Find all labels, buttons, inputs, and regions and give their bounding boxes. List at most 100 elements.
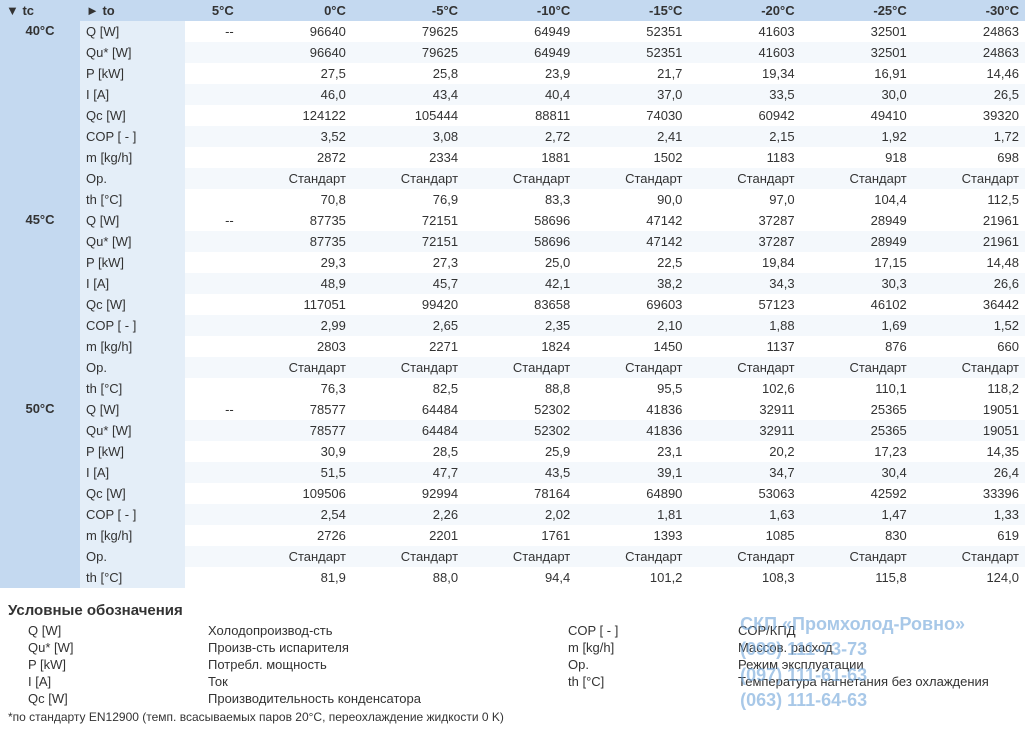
value-cell: 1761 <box>464 525 576 546</box>
table-row: 40°CQ [W]--96640796256494952351416033250… <box>0 21 1025 42</box>
value-cell: 102,6 <box>688 378 800 399</box>
table-row: P [kW]30,928,525,923,120,217,2314,35 <box>0 441 1025 462</box>
value-cell: 46102 <box>801 294 913 315</box>
value-cell: 76,9 <box>352 189 464 210</box>
table-row: I [A]46,043,440,437,033,530,026,5 <box>0 84 1025 105</box>
value-cell: 1,81 <box>576 504 688 525</box>
value-cell: 58696 <box>464 210 576 231</box>
legend-cell: Потребл. мощность <box>208 657 568 672</box>
value-cell: 17,23 <box>801 441 913 462</box>
value-cell: 94,4 <box>464 567 576 588</box>
value-cell: 26,4 <box>913 462 1025 483</box>
value-cell: 78577 <box>240 399 352 420</box>
legend-cell: Холодопроизвод-сть <box>208 623 568 638</box>
value-cell: 1,52 <box>913 315 1025 336</box>
tc-label: 50°C <box>0 399 80 588</box>
param-label: m [kg/h] <box>80 147 185 168</box>
table-row: Qu* [W]785776448452302418363291125365190… <box>0 420 1025 441</box>
table-row: Qc [W]1095069299478164648905306342592333… <box>0 483 1025 504</box>
legend-cell: Q [W] <box>28 623 208 638</box>
value-cell: 2334 <box>352 147 464 168</box>
value-cell: 110,1 <box>801 378 913 399</box>
value-cell: 41836 <box>576 399 688 420</box>
value-cell: 109506 <box>240 483 352 504</box>
value-cell: 23,9 <box>464 63 576 84</box>
value-cell: 43,5 <box>464 462 576 483</box>
value-cell: 45,7 <box>352 273 464 294</box>
header-col: -20°C <box>688 0 800 21</box>
value-cell: 19051 <box>913 420 1025 441</box>
value-cell: 26,5 <box>913 84 1025 105</box>
value-cell: Стандарт <box>464 168 576 189</box>
value-cell: 69603 <box>576 294 688 315</box>
value-cell: 1,88 <box>688 315 800 336</box>
value-cell: Стандарт <box>352 546 464 567</box>
value-cell: 97,0 <box>688 189 800 210</box>
value-cell: 43,4 <box>352 84 464 105</box>
header-col: -15°C <box>576 0 688 21</box>
value-cell <box>185 357 240 378</box>
value-cell: 1085 <box>688 525 800 546</box>
value-cell: 1183 <box>688 147 800 168</box>
value-cell: 1,92 <box>801 126 913 147</box>
value-cell: 28,5 <box>352 441 464 462</box>
value-cell: Стандарт <box>913 546 1025 567</box>
value-cell: 38,2 <box>576 273 688 294</box>
header-col: -25°C <box>801 0 913 21</box>
table-row: P [kW]29,327,325,022,519,8417,1514,48 <box>0 252 1025 273</box>
legend-cell: Режим эксплуатации <box>738 657 1025 672</box>
param-label: Qc [W] <box>80 105 185 126</box>
value-cell: 74030 <box>576 105 688 126</box>
value-cell: 2,10 <box>576 315 688 336</box>
value-cell: 52302 <box>464 399 576 420</box>
value-cell: 57123 <box>688 294 800 315</box>
value-cell: 2,65 <box>352 315 464 336</box>
value-cell: 1,72 <box>913 126 1025 147</box>
value-cell: Стандарт <box>913 357 1025 378</box>
header-col: 5°C <box>185 0 240 21</box>
value-cell: Стандарт <box>913 168 1025 189</box>
legend-cell: Qu* [W] <box>28 640 208 655</box>
table-row: Qc [W]1241221054448881174030609424941039… <box>0 105 1025 126</box>
value-cell: 108,3 <box>688 567 800 588</box>
table-row: 50°CQ [W]--78577644845230241836329112536… <box>0 399 1025 420</box>
value-cell <box>185 567 240 588</box>
table-row: m [kg/h]28032271182414501137876660 <box>0 336 1025 357</box>
param-label: m [kg/h] <box>80 525 185 546</box>
value-cell: 118,2 <box>913 378 1025 399</box>
param-label: I [A] <box>80 462 185 483</box>
value-cell: 3,08 <box>352 126 464 147</box>
value-cell: 52351 <box>576 42 688 63</box>
legend-cell: I [A] <box>28 674 208 689</box>
value-cell: 96640 <box>240 21 352 42</box>
value-cell: 124122 <box>240 105 352 126</box>
value-cell: 92994 <box>352 483 464 504</box>
value-cell: 39,1 <box>576 462 688 483</box>
legend-cell: th [°C] <box>568 674 738 689</box>
legend-cell: COP/КПД <box>738 623 1025 638</box>
value-cell <box>185 231 240 252</box>
value-cell: 52302 <box>464 420 576 441</box>
legend-cell: Ток <box>208 674 568 689</box>
value-cell: 88,8 <box>464 378 576 399</box>
table-row: I [A]48,945,742,138,234,330,326,6 <box>0 273 1025 294</box>
param-label: COP [ - ] <box>80 126 185 147</box>
value-cell: 37287 <box>688 231 800 252</box>
performance-data-table: ▼ tc ► to 5°C 0°C -5°C -10°C -15°C -20°C… <box>0 0 1025 588</box>
value-cell: Стандарт <box>576 168 688 189</box>
value-cell: Стандарт <box>576 357 688 378</box>
value-cell: 82,5 <box>352 378 464 399</box>
tc-label: 40°C <box>0 21 80 210</box>
value-cell: 41603 <box>688 21 800 42</box>
param-label: th [°C] <box>80 567 185 588</box>
value-cell: 72151 <box>352 210 464 231</box>
value-cell: 1137 <box>688 336 800 357</box>
value-cell: 1393 <box>576 525 688 546</box>
table-row: COP [ - ]2,542,262,021,811,631,471,33 <box>0 504 1025 525</box>
header-col: -5°C <box>352 0 464 21</box>
table-row: th [°C]70,876,983,390,097,0104,4112,5 <box>0 189 1025 210</box>
value-cell: 64949 <box>464 42 576 63</box>
value-cell: 1502 <box>576 147 688 168</box>
value-cell: 124,0 <box>913 567 1025 588</box>
value-cell: 32911 <box>688 420 800 441</box>
